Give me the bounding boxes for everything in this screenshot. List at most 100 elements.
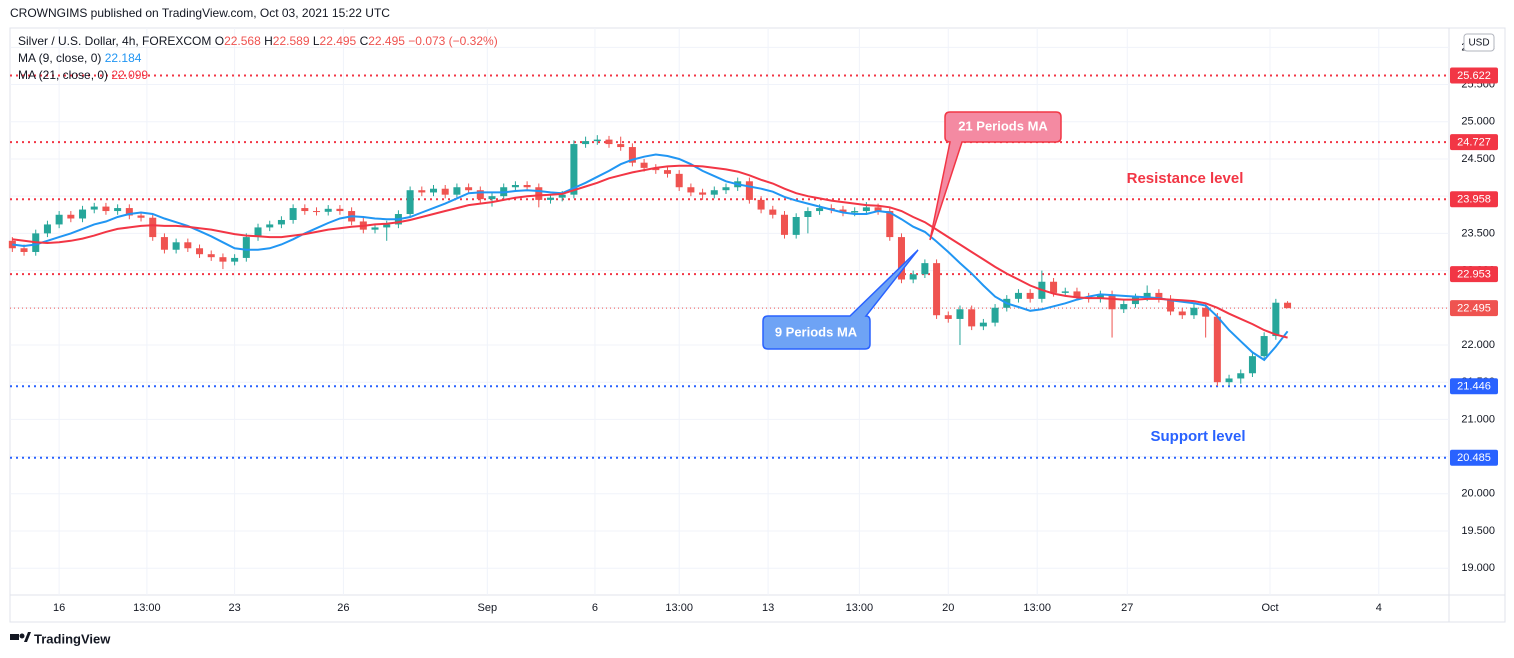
x-tick-label: 13:00	[665, 602, 693, 614]
candle-body	[196, 248, 204, 255]
price-box	[1450, 67, 1498, 84]
ma-line	[12, 153, 1289, 362]
candle-body	[1284, 302, 1292, 309]
candle-body	[769, 209, 777, 215]
ohlc-letter: H	[264, 34, 273, 48]
candle-body	[277, 219, 285, 225]
ohlc-value: 22.495	[368, 34, 405, 48]
x-tick-label: 6	[592, 602, 598, 614]
candle-body	[266, 224, 274, 228]
candle-body	[137, 215, 145, 218]
y-tick-label: 24.500	[1461, 153, 1495, 165]
candle-body	[816, 208, 824, 212]
symbol: Silver / U.S. Dollar, 4h, FOREXCOM	[18, 34, 211, 48]
candle-body	[851, 211, 859, 213]
candle-body	[663, 170, 672, 174]
candle-body	[406, 190, 414, 215]
y-tick-label: 25.000	[1461, 116, 1495, 128]
candle-body	[1131, 297, 1139, 305]
legend-value: 22.184	[105, 51, 142, 65]
annotation: Support level	[1150, 428, 1245, 445]
candle-body	[921, 263, 929, 275]
x-tick-label: 16	[53, 602, 65, 614]
candle-body	[1237, 373, 1245, 379]
candle-body	[1120, 304, 1128, 310]
legend-name: MA (9, close, 0)	[18, 51, 101, 65]
candle-body	[20, 248, 28, 252]
x-tick-label: 13:00	[1023, 602, 1051, 614]
price-box-label: 25.622	[1457, 70, 1491, 82]
price-box-label: 20.485	[1457, 452, 1491, 464]
price-box	[1450, 191, 1498, 208]
candle-body	[465, 187, 473, 191]
candle-body	[67, 214, 75, 219]
axes: 19.00019.50020.00020.50021.00021.50022.0…	[53, 41, 1498, 614]
candle-body	[79, 209, 87, 219]
candle-body	[511, 185, 519, 188]
grid	[10, 28, 1449, 595]
price-box-label: 24.727	[1457, 136, 1491, 148]
ohlc-value: 22.568	[224, 34, 261, 48]
callout-9	[762, 249, 919, 350]
currency: USD	[1468, 38, 1489, 49]
candle-body	[1061, 291, 1069, 293]
candle-body	[336, 208, 344, 212]
candle-body	[149, 217, 157, 238]
price-box-label: 22.953	[1457, 268, 1491, 280]
ohlc-letter: O	[215, 34, 224, 48]
legend-ma21: MA (21, close, 0) 22.099	[18, 68, 148, 82]
candle-body	[1167, 298, 1175, 312]
candle-body	[944, 315, 952, 319]
candle-body	[874, 207, 882, 212]
currency-badge[interactable]	[1463, 33, 1495, 52]
candle-body	[757, 199, 765, 210]
candle-body	[792, 217, 800, 235]
candle-body	[804, 211, 812, 217]
candle-body	[1248, 356, 1256, 374]
candle-body	[862, 207, 870, 212]
candle-body	[1108, 294, 1116, 310]
candle-body	[383, 224, 391, 228]
candle-body	[909, 274, 917, 280]
candle-body	[968, 309, 976, 327]
candle-body	[699, 192, 707, 195]
candle-body	[628, 147, 636, 163]
candle-body	[687, 187, 695, 193]
y-tick-label: 19.000	[1461, 562, 1495, 574]
candle-body	[453, 187, 461, 195]
moving-averages	[12, 153, 1289, 362]
ohlc-letter: L	[313, 34, 320, 48]
candle-body	[371, 227, 379, 230]
candle-body	[43, 224, 51, 234]
candle-body	[605, 139, 613, 145]
candle-body	[254, 227, 262, 238]
candle-body	[991, 307, 999, 323]
candle-body	[1096, 294, 1104, 299]
candle-body	[114, 208, 122, 212]
ohlc-value: 22.589	[273, 34, 310, 48]
candle-body	[546, 197, 555, 200]
legend-ohlc: Silver / U.S. Dollar, 4h, FOREXCOM O22.5…	[18, 34, 498, 48]
candle-body	[1260, 336, 1268, 357]
candle-body	[1014, 292, 1022, 299]
x-tick-label: 23	[228, 602, 240, 614]
x-tick-label: 4	[1376, 602, 1382, 614]
y-tick-label: 20.000	[1461, 488, 1495, 500]
candle-body	[430, 188, 438, 193]
candle-body	[675, 173, 683, 188]
x-tick-label: 27	[1121, 602, 1133, 614]
x-tick-label: Sep	[478, 602, 498, 614]
y-tick-label: 21.000	[1461, 413, 1495, 425]
candle-body	[640, 162, 648, 168]
x-tick-label: Oct	[1261, 602, 1278, 614]
header: CROWNGIMS published on TradingView.com, …	[10, 6, 390, 20]
change: −0.073 (−0.32%)	[408, 34, 497, 48]
footer: TradingView	[34, 631, 111, 646]
candle-body	[289, 208, 297, 220]
candle-body	[558, 194, 566, 198]
price-box	[1450, 449, 1498, 466]
legend-value: 22.099	[111, 68, 148, 82]
legend-ma9: MA (9, close, 0) 22.184	[18, 51, 142, 65]
